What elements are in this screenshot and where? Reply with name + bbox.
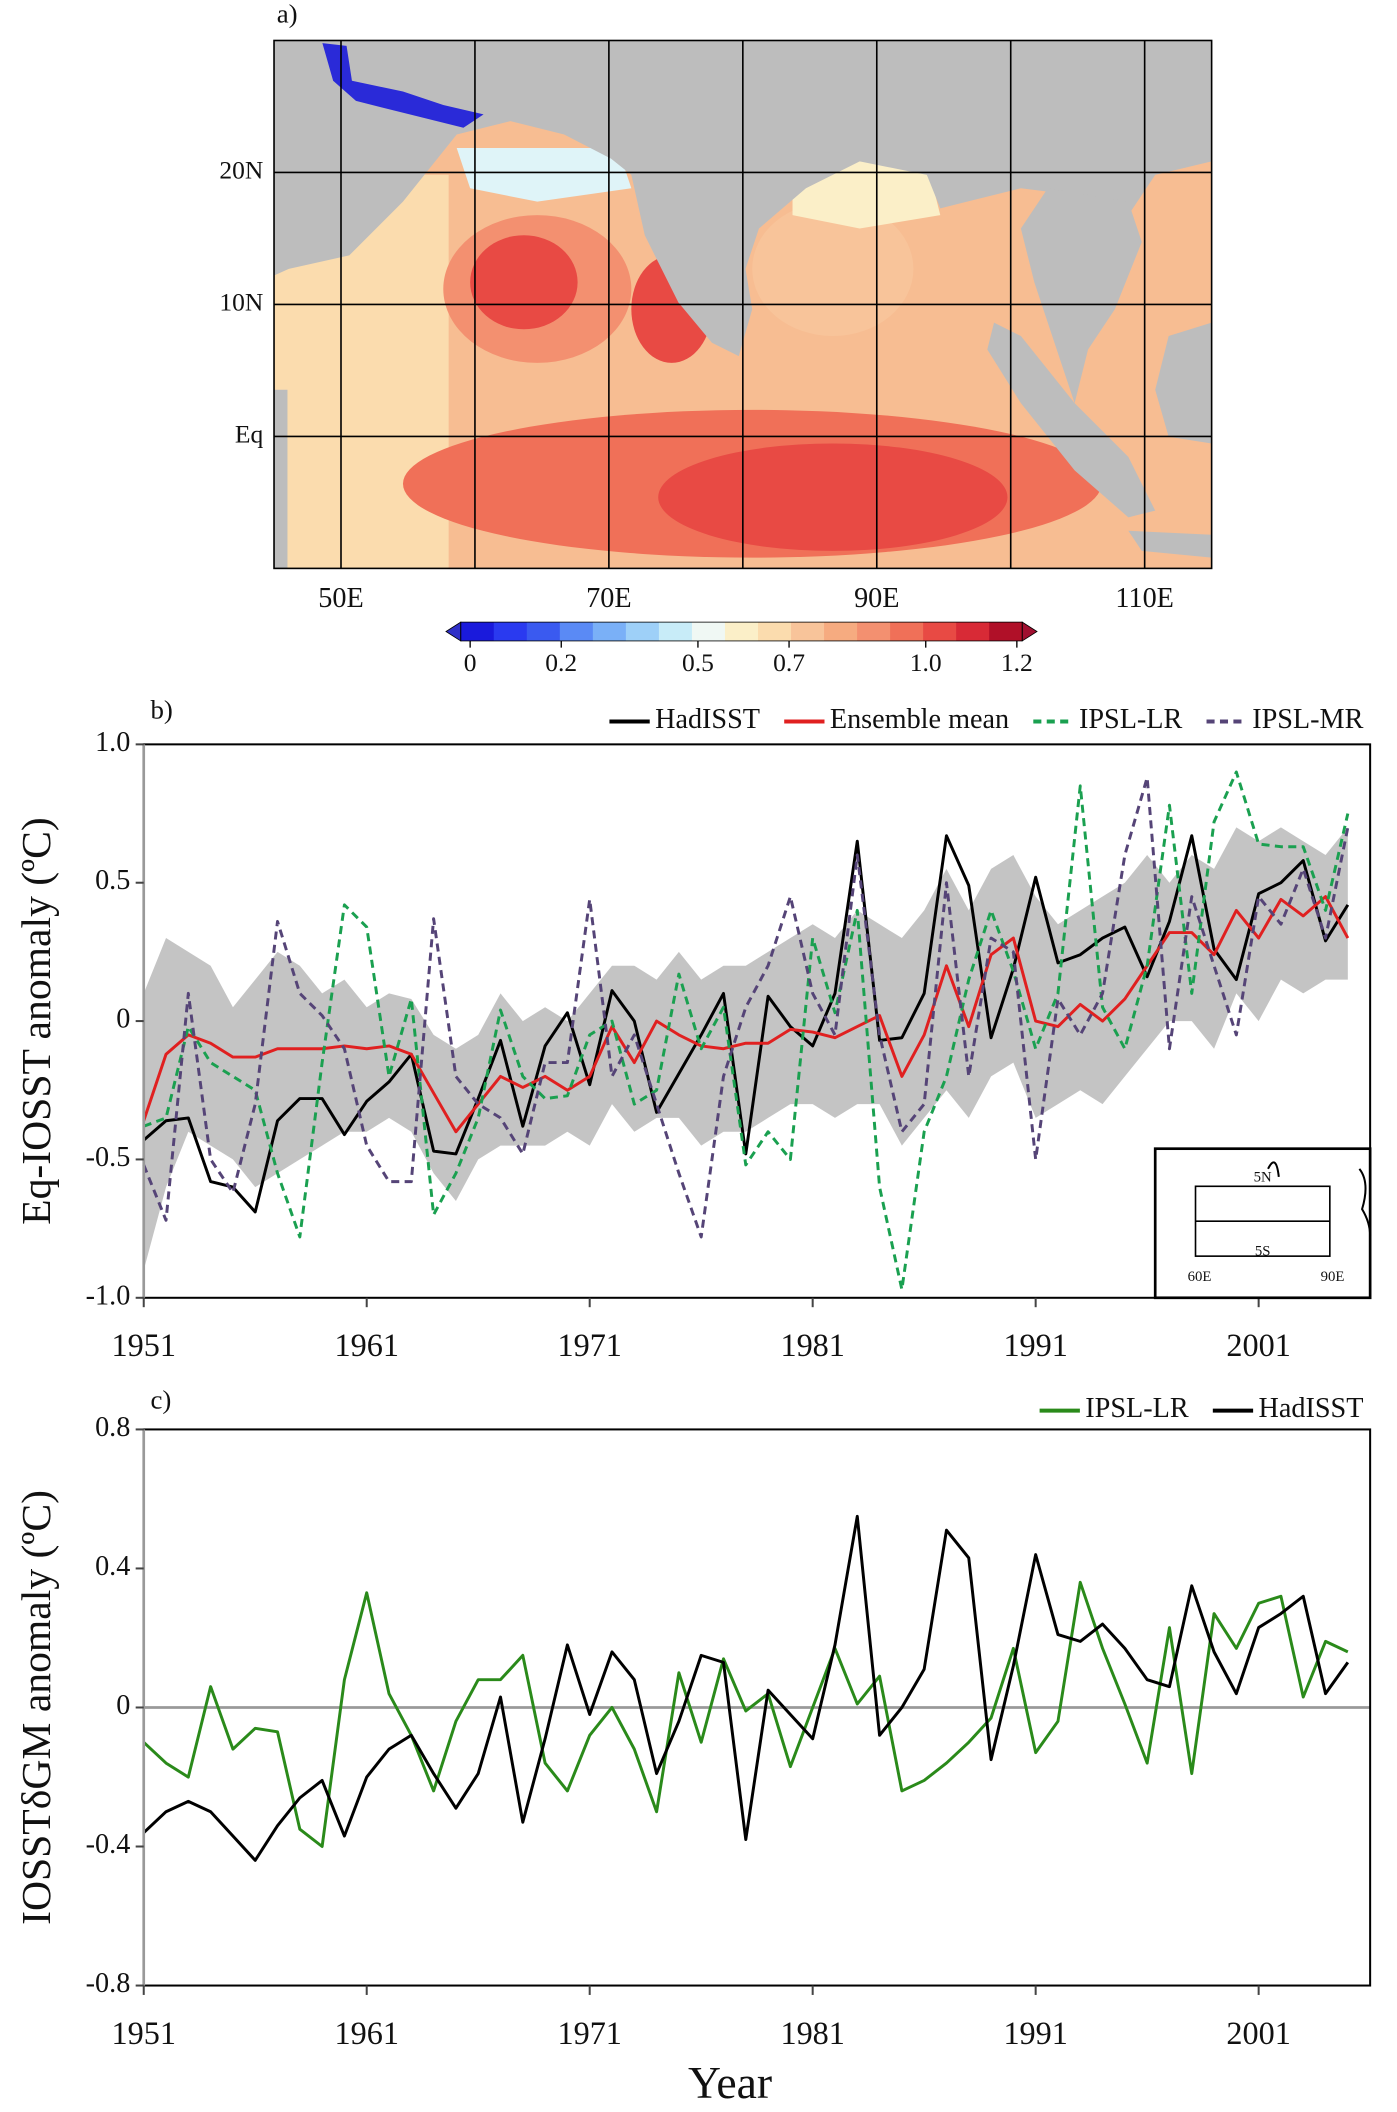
colorbar-box bbox=[658, 622, 693, 641]
y-tick-label: 0.8 bbox=[95, 1412, 130, 1443]
colorbar-box bbox=[989, 622, 1023, 641]
x-tick-label: 2001 bbox=[1226, 1327, 1290, 1363]
colorbar-tick-label: 1.2 bbox=[1001, 648, 1033, 677]
x-tick-label: 1951 bbox=[112, 1327, 176, 1363]
legend-label: HadISST bbox=[1258, 1393, 1363, 1424]
x-tick-label: 90E bbox=[854, 583, 899, 614]
series-line bbox=[142, 834, 1350, 1214]
legend-label: IPSL-LR bbox=[1085, 1393, 1189, 1424]
series-line bbox=[142, 1514, 1350, 1862]
colorbar-box bbox=[857, 622, 891, 641]
y-tick-label: Eq bbox=[235, 419, 264, 448]
x-tick-label: 1961 bbox=[334, 2015, 398, 2051]
colorbar-box bbox=[956, 622, 990, 641]
colorbar-tick-label: 0.5 bbox=[682, 648, 714, 677]
colorbar-box bbox=[592, 622, 627, 641]
colorbar-box bbox=[791, 622, 825, 641]
colorbar-tick-label: 1.0 bbox=[910, 648, 942, 677]
legend-label: Ensemble mean bbox=[830, 704, 1009, 735]
x-tick-label: 1951 bbox=[112, 2015, 176, 2051]
panel-label: b) bbox=[150, 694, 172, 724]
colorbar-tick-label: 0.7 bbox=[773, 648, 805, 677]
colorbar-box bbox=[493, 622, 528, 641]
x-tick-label: 1991 bbox=[1003, 2015, 1067, 2051]
colorbar-tick-label: 0.2 bbox=[545, 648, 577, 677]
legend: IPSL-LR HadISST bbox=[1039, 1393, 1363, 1424]
x-tick-label: 1961 bbox=[334, 1327, 398, 1363]
inset-label: 5N bbox=[1254, 1170, 1272, 1186]
colorbar-box bbox=[724, 622, 759, 641]
series-line bbox=[142, 776, 1350, 1239]
x-tick-label: 70E bbox=[586, 583, 631, 614]
x-tick-label: 2001 bbox=[1226, 2015, 1290, 2051]
x-tick-label: 1991 bbox=[1003, 1327, 1067, 1363]
colorbar-under bbox=[445, 621, 462, 642]
y-tick-label: 10N bbox=[219, 287, 263, 316]
y-tick-label: -1.0 bbox=[86, 1280, 131, 1311]
inset-label: 60E bbox=[1188, 1269, 1212, 1285]
x-tick-label: 1981 bbox=[780, 1327, 844, 1363]
colorbar-box bbox=[625, 622, 660, 641]
legend-label: IPSL-MR bbox=[1252, 704, 1363, 735]
inset-frame bbox=[1153, 1147, 1372, 1300]
inset-label: 5S bbox=[1255, 1244, 1271, 1260]
map-frame bbox=[273, 39, 1213, 570]
legend-label: IPSL-LR bbox=[1079, 704, 1183, 735]
panel-label: c) bbox=[150, 1385, 171, 1415]
colorbar-frame bbox=[460, 621, 1023, 642]
y-axis-label: Eq-IOSST anomaly (ºC) bbox=[14, 817, 60, 1225]
y-tick-label: -0.4 bbox=[86, 1829, 131, 1860]
inset-label: 90E bbox=[1321, 1269, 1345, 1285]
series-line bbox=[143, 770, 1350, 1291]
x-tick-label: 50E bbox=[318, 583, 363, 614]
colorbar-box bbox=[460, 622, 495, 641]
y-tick-label: 20N bbox=[219, 155, 263, 184]
colorbar-over bbox=[1021, 621, 1038, 642]
x-tick-label: 1971 bbox=[557, 1327, 621, 1363]
colorbar-box bbox=[923, 622, 957, 641]
y-tick-label: 0.4 bbox=[95, 1551, 130, 1582]
panel-label: a) bbox=[277, 0, 298, 28]
colorbar-tick-label: 0 bbox=[464, 648, 477, 677]
y-tick-label: 0 bbox=[116, 1690, 130, 1721]
y-tick-label: -0.8 bbox=[86, 1968, 131, 1999]
colorbar-box bbox=[559, 622, 594, 641]
x-tick-label: 1971 bbox=[557, 2015, 621, 2051]
colorbar-box bbox=[824, 622, 858, 641]
y-tick-label: -0.5 bbox=[86, 1142, 131, 1173]
colorbar-box bbox=[890, 622, 924, 641]
x-tick-label: 1981 bbox=[780, 2015, 844, 2051]
y-tick-label: 1.0 bbox=[95, 727, 130, 758]
colorbar-box bbox=[757, 622, 792, 641]
y-tick-label: 0 bbox=[116, 1004, 130, 1035]
legend-label: HadISST bbox=[655, 704, 760, 735]
inset-coast bbox=[1267, 1161, 1372, 1237]
series-line bbox=[142, 1580, 1349, 1848]
legend: HadISST Ensemble mean IPSL-LR IPSL-MR bbox=[609, 704, 1364, 735]
colorbar-box bbox=[691, 622, 726, 641]
spread-band bbox=[143, 827, 1348, 1271]
x-axis-label: Year bbox=[688, 2057, 772, 2108]
x-tick-label: 110E bbox=[1115, 583, 1173, 614]
y-axis-label: IOSSTδGM anomaly (ºC) bbox=[14, 1490, 60, 1925]
y-tick-label: 0.5 bbox=[95, 865, 130, 896]
colorbar-box bbox=[526, 622, 561, 641]
